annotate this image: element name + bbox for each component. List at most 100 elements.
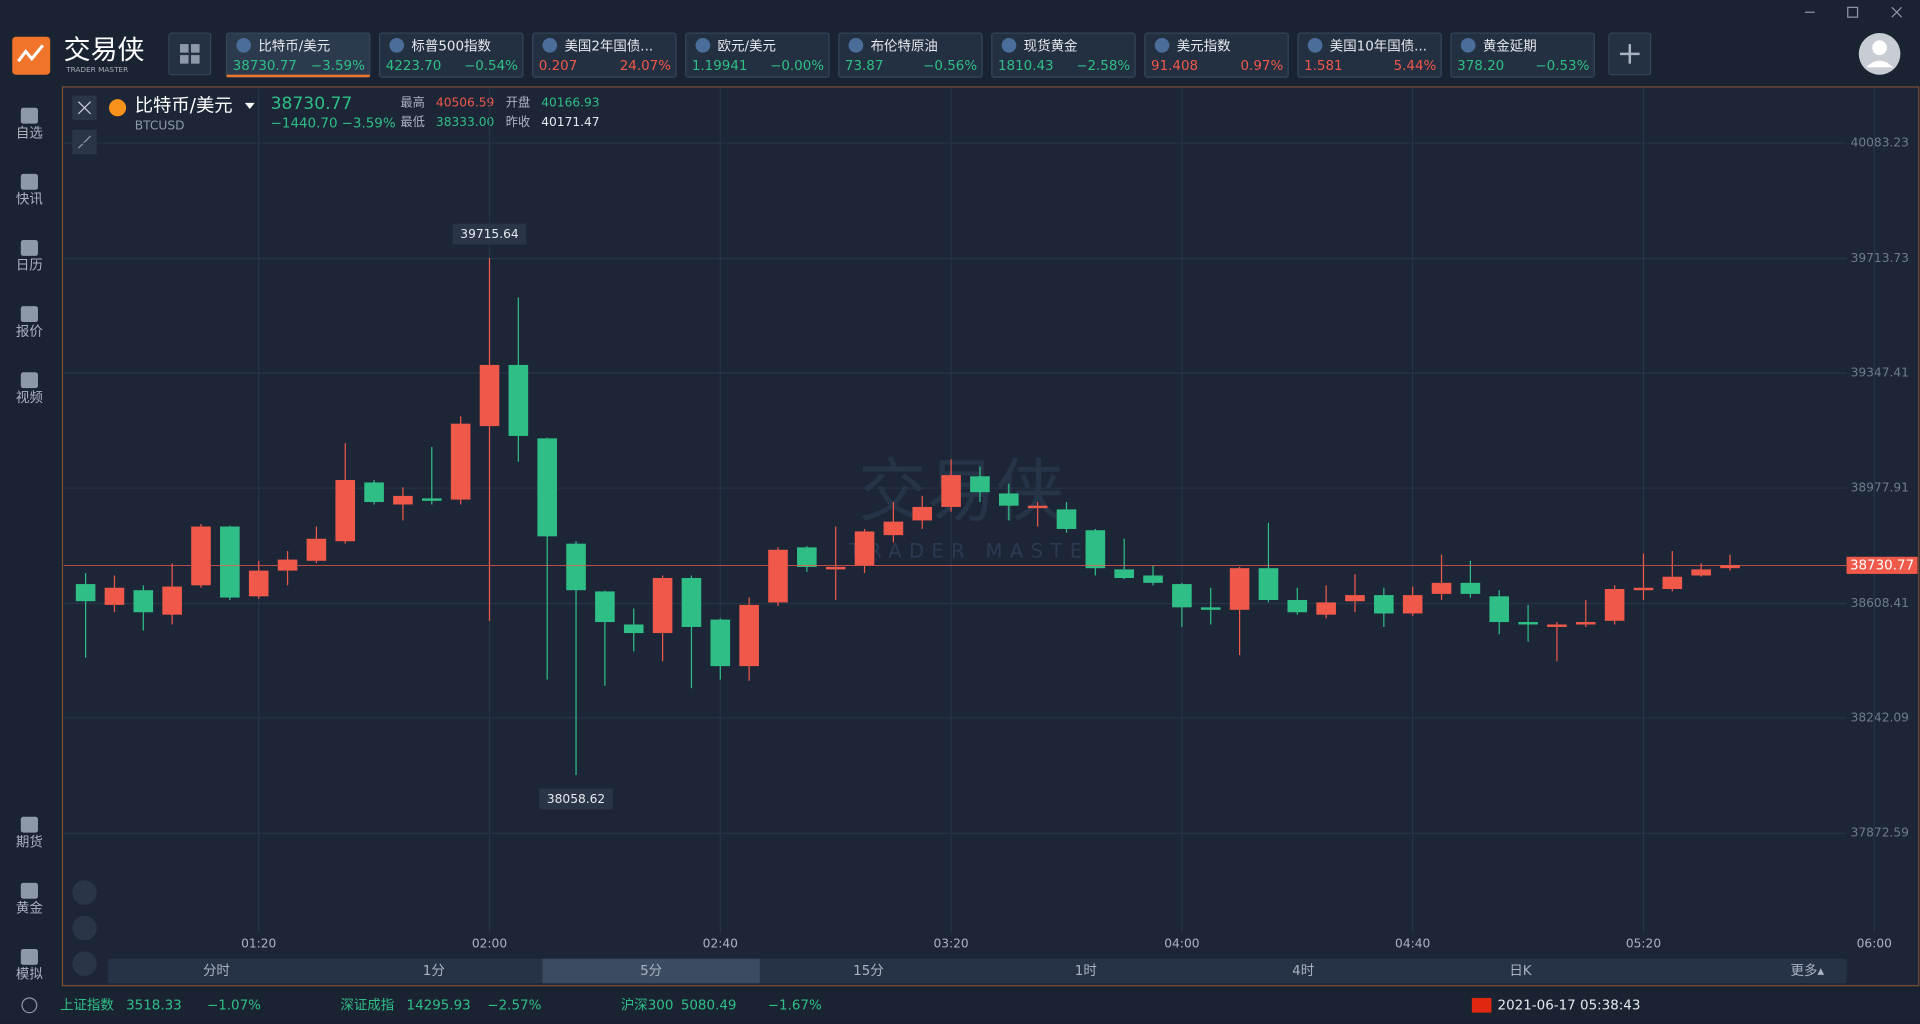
candle-body	[364, 482, 384, 503]
symbol-name[interactable]: 比特币/美元	[135, 96, 233, 117]
candle-body	[1345, 595, 1365, 602]
side-item[interactable]: 快讯	[16, 192, 43, 208]
stat-value: 40171.47	[541, 115, 599, 129]
period-tab[interactable]: 1分	[423, 963, 445, 979]
ticker-card[interactable]	[685, 32, 830, 78]
candle-body	[970, 476, 990, 493]
candle-body	[162, 586, 182, 615]
avatar-body	[1866, 60, 1894, 68]
candle-body	[1143, 575, 1163, 583]
layout-button[interactable]	[168, 32, 212, 76]
symbol-dropdown[interactable]	[244, 102, 255, 109]
candle-body	[739, 604, 759, 667]
candle-body	[1662, 576, 1683, 589]
ticker-card[interactable]	[378, 32, 524, 78]
side-item[interactable]: 视频	[16, 390, 43, 406]
sidebar	[0, 85, 62, 992]
ticker-change: 0.97%	[1241, 59, 1284, 74]
stat-value: 38333.00	[436, 115, 494, 129]
side-icon	[20, 816, 38, 833]
index-name: 沪深300	[621, 997, 674, 1013]
candle-body	[1027, 505, 1048, 509]
ticker-icon	[1154, 37, 1170, 53]
close[interactable]	[1891, 6, 1903, 18]
index-value: 14295.93	[407, 998, 471, 1013]
period-tab[interactable]: 更多▴	[1791, 962, 1825, 979]
period-tab[interactable]: 日K	[1509, 964, 1532, 979]
ticker-price: 38730.77	[233, 59, 297, 74]
candle-body	[248, 570, 269, 597]
candle-body	[883, 521, 904, 536]
support-icon[interactable]	[21, 997, 38, 1014]
ticker-price: 91.408	[1151, 59, 1198, 74]
x-tick-label: 01:20	[241, 937, 276, 951]
x-tick-label: 03:20	[933, 937, 968, 951]
candle-body	[1575, 622, 1596, 625]
ticker-icon	[236, 37, 252, 53]
side-icon	[20, 882, 38, 899]
logo-text: 交易侠	[64, 35, 145, 66]
ticker-name: 现货黄金	[1024, 38, 1078, 55]
period-tab[interactable]: 5分	[640, 963, 662, 979]
candle-body	[421, 498, 442, 501]
period-tab[interactable]: 4时	[1292, 963, 1314, 979]
candle-body	[1085, 530, 1106, 569]
tool-draw[interactable]	[72, 915, 97, 941]
candle-body	[623, 624, 644, 634]
side-item[interactable]: 期货	[16, 833, 43, 850]
candle-body	[133, 590, 154, 613]
period-tab[interactable]: 15分	[853, 963, 884, 979]
candle-body	[998, 493, 1019, 506]
chart-tools	[72, 95, 97, 976]
candle-body	[1258, 568, 1279, 601]
ticker-card[interactable]	[225, 32, 371, 78]
candle-body	[1229, 568, 1250, 610]
flag-cn	[1471, 997, 1492, 1013]
ticker-card[interactable]	[1297, 32, 1442, 78]
index-name: 深证成指	[340, 997, 394, 1013]
ticker-change: −3.59%	[311, 59, 365, 74]
ticker-name: 黄金延期	[1483, 39, 1537, 55]
ticker-card[interactable]	[1450, 32, 1595, 78]
ticker-card[interactable]	[532, 32, 677, 78]
side-item[interactable]: 黄金	[16, 901, 43, 917]
restore[interactable]	[1847, 6, 1859, 18]
y-tick-label: 39347.41	[1851, 365, 1909, 379]
btc-icon	[108, 99, 127, 117]
ticker-active-line	[226, 74, 370, 78]
side-item[interactable]: 自选	[16, 125, 43, 141]
low-label: 38058.62	[547, 792, 605, 806]
candle-body	[104, 587, 125, 605]
ticker-card[interactable]	[1144, 32, 1289, 78]
x-tick-label: 04:40	[1395, 937, 1430, 951]
chart-panel	[61, 86, 1920, 987]
ticker-change: −2.58%	[1076, 59, 1130, 74]
candle-body	[191, 526, 211, 586]
side-item[interactable]: 日历	[16, 259, 43, 274]
ticker-price: 1.19941	[692, 59, 748, 74]
ticker-icon	[848, 37, 864, 53]
tool-indicator[interactable]	[72, 951, 97, 976]
candle-body	[1200, 607, 1221, 610]
period-tab[interactable]: 分时	[203, 963, 230, 979]
ticker-price: 378.20	[1457, 59, 1504, 74]
stat-value: 40506.59	[436, 95, 494, 109]
x-tick-label: 02:40	[703, 937, 738, 951]
y-tick-label: 38608.41	[1851, 596, 1909, 610]
side-item[interactable]: 模拟	[16, 967, 43, 983]
ticker-card[interactable]	[991, 32, 1136, 78]
tool-candle[interactable]	[72, 880, 97, 905]
ticker-change: 24.07%	[620, 59, 672, 74]
ticker-name: 美国10年国债...	[1330, 39, 1427, 55]
side-icon	[20, 306, 38, 323]
side-item[interactable]: 报价	[16, 324, 43, 340]
candle-body	[1720, 565, 1740, 569]
candle-body	[854, 531, 875, 566]
stat-label: 昨收	[506, 115, 530, 129]
ticker-card[interactable]	[838, 32, 983, 78]
avatar-head	[1872, 40, 1887, 56]
candle-body	[537, 438, 557, 537]
period-tab[interactable]: 1时	[1075, 963, 1097, 979]
candle-body	[1172, 584, 1192, 608]
